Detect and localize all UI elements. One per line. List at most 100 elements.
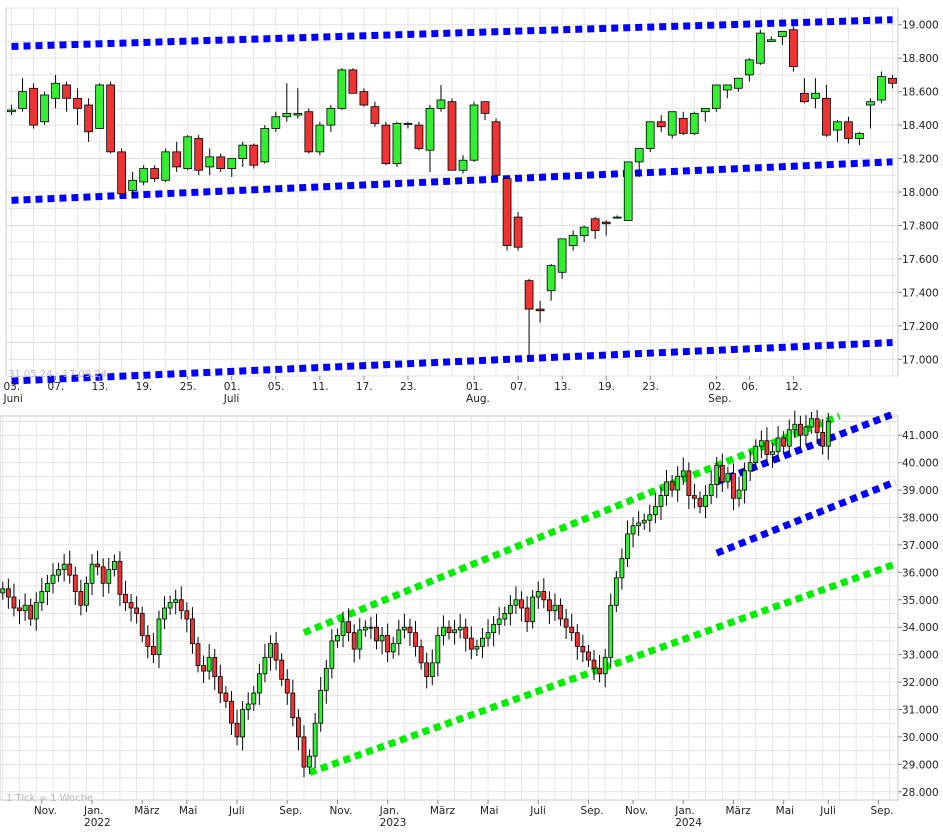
candle: [744, 58, 754, 82]
candle-body-up: [173, 599, 179, 603]
x-tick-label: Nov.: [34, 805, 57, 817]
candle-body-up: [238, 144, 248, 159]
candle: [656, 115, 666, 132]
candle-body-down: [249, 144, 259, 166]
x-tick-label: Jan.: [674, 805, 695, 817]
candle: [820, 419, 826, 455]
y-tick-label: 30.000: [902, 732, 939, 744]
candle-body-up: [51, 82, 60, 99]
candle: [139, 165, 149, 186]
candle-body-down: [234, 722, 240, 738]
candle: [5, 578, 11, 609]
candle-body-up: [474, 645, 480, 650]
candle: [546, 591, 552, 625]
candle-body-up: [111, 560, 117, 571]
candle-body-up: [496, 618, 502, 625]
candle-body-down: [348, 69, 358, 94]
candle-body-up: [167, 602, 173, 609]
candle: [664, 470, 669, 506]
candle: [775, 426, 781, 462]
candle-body-down: [117, 560, 123, 595]
candle-body-up: [866, 101, 875, 106]
candle: [368, 617, 374, 639]
candle-body-down: [217, 676, 223, 694]
candle-body-down: [284, 678, 290, 694]
candle: [597, 654, 603, 683]
candle-body-down: [100, 566, 106, 584]
candle-body-up: [457, 626, 463, 631]
candle-body-up: [703, 495, 708, 507]
x-tick-label: 25.: [180, 381, 197, 393]
candle-body-down: [134, 607, 140, 614]
candle: [496, 607, 502, 635]
candle: [424, 652, 430, 689]
candle-body-down: [764, 440, 770, 455]
candle-body-up: [22, 604, 28, 612]
candle-body-down: [418, 645, 424, 664]
x-tick-label: 06.: [741, 381, 758, 393]
candle-body-up: [318, 689, 324, 724]
y-tick-label: 18.200: [902, 154, 939, 166]
candle-body-down: [414, 124, 424, 149]
candle: [601, 220, 611, 236]
candle-body-down: [385, 635, 391, 653]
candle-body-up: [240, 709, 246, 738]
x-tick-label: 07.: [48, 381, 65, 393]
candle: [238, 141, 248, 167]
x-tick-label: Sep.: [279, 805, 302, 817]
candle-body-down: [374, 626, 379, 642]
candle-body-up: [744, 59, 754, 76]
x-tick-label: Juli: [529, 805, 546, 817]
x-tick-label: 13.: [92, 381, 109, 393]
candle-body-up: [425, 107, 435, 151]
candle: [315, 121, 325, 156]
candle: [33, 592, 39, 631]
candle: [282, 83, 292, 122]
candle: [329, 629, 335, 679]
candle: [700, 107, 710, 122]
candle-body-up: [227, 158, 237, 169]
candle-body-down: [28, 604, 34, 620]
candle-body-down: [190, 618, 195, 645]
candle-body-up: [128, 179, 138, 191]
candle: [557, 238, 567, 279]
candle: [855, 131, 864, 146]
candle: [680, 457, 686, 485]
candle: [161, 148, 171, 182]
candle-body-up: [557, 238, 567, 273]
candle: [62, 81, 71, 112]
candle: [150, 165, 160, 182]
candle-body-up: [271, 116, 281, 129]
candle-body-up: [877, 76, 886, 101]
candle-body-up: [39, 591, 45, 603]
candle-body-down: [580, 645, 586, 653]
candle-body-up: [513, 599, 519, 606]
y-tick-label: 18.400: [902, 120, 939, 132]
candle: [40, 91, 49, 126]
candle: [301, 725, 307, 778]
candle: [447, 98, 457, 171]
candle-body-up: [95, 84, 104, 129]
x-tick-label: 05.: [268, 381, 285, 393]
candle: [814, 410, 820, 445]
candle-body-down: [822, 97, 831, 136]
candle: [630, 517, 636, 548]
candle-body-down: [491, 121, 501, 176]
candle-body-up: [612, 216, 622, 219]
candle: [641, 513, 647, 530]
y-tick-label: 18.600: [902, 87, 939, 99]
candle-body-up: [742, 470, 748, 491]
candle-body-up: [770, 451, 775, 455]
y-tick-label: 17.400: [902, 287, 939, 299]
candle-body-down: [145, 635, 151, 647]
candle: [469, 101, 479, 162]
candle: [491, 118, 501, 177]
candle-body-up: [809, 418, 814, 428]
candle: [307, 749, 312, 774]
candle: [580, 634, 586, 663]
candle: [318, 676, 324, 732]
candle: [652, 493, 658, 524]
candle: [725, 466, 731, 489]
candle-body-down: [692, 495, 697, 499]
